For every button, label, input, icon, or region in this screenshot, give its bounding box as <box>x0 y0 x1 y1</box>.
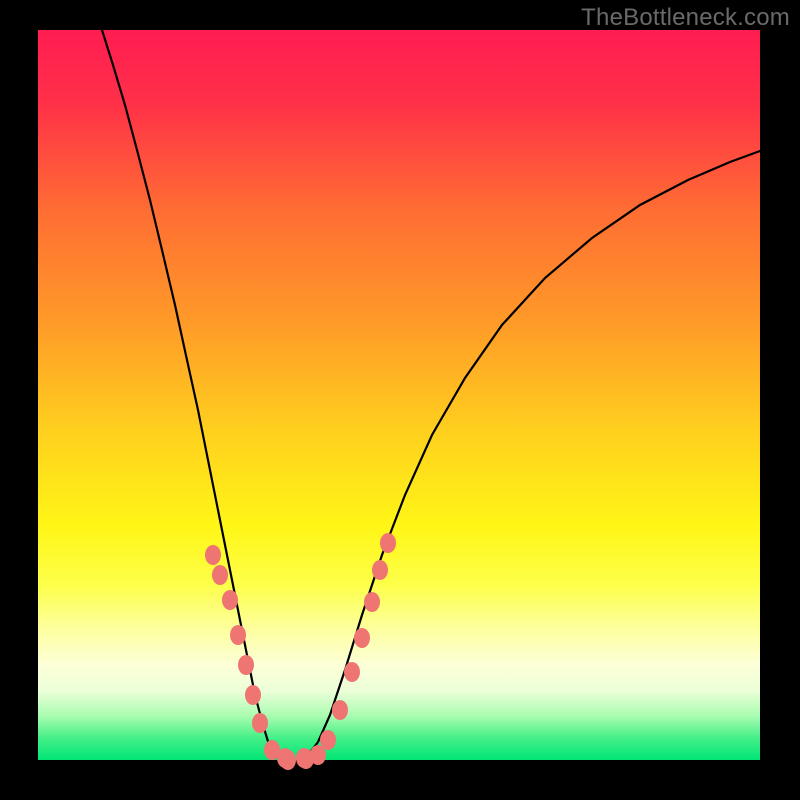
data-marker <box>212 565 228 585</box>
bottleneck-chart <box>0 0 800 800</box>
data-marker <box>238 655 254 675</box>
data-marker <box>364 592 380 612</box>
data-marker <box>344 662 360 682</box>
data-marker <box>380 533 396 553</box>
data-marker <box>252 713 268 733</box>
data-marker <box>280 750 296 770</box>
data-marker <box>332 700 348 720</box>
plot-background <box>38 30 760 760</box>
watermark-text: TheBottleneck.com <box>581 4 790 32</box>
data-marker <box>245 685 261 705</box>
data-marker <box>320 730 336 750</box>
data-marker <box>230 625 246 645</box>
data-marker <box>354 628 370 648</box>
data-marker <box>372 560 388 580</box>
data-marker <box>205 545 221 565</box>
chart-container: TheBottleneck.com <box>0 0 800 800</box>
data-marker <box>222 590 238 610</box>
